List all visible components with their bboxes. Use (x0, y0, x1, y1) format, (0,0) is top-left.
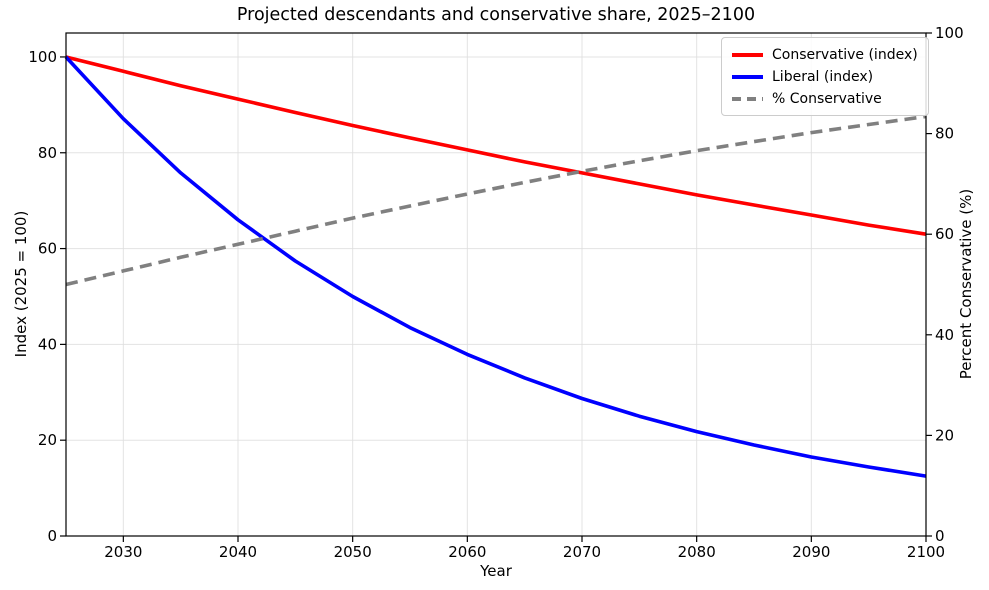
chart-title: Projected descendants and conservative s… (236, 5, 756, 25)
plot-border (65, 32, 927, 537)
x-tick-label: 2080 (678, 543, 716, 561)
y-left-tick-label: 20 (38, 431, 57, 449)
y-left-tick-label: 80 (38, 144, 57, 162)
y-right-tick-label: 0 (935, 527, 945, 545)
legend-item-label: Conservative (index) (772, 46, 918, 63)
series-line-liberal-index (64, 55, 927, 478)
series-line-conservative-index (65, 55, 927, 236)
x-tick-label: 2030 (104, 543, 142, 561)
y-right-tick-label: 20 (935, 426, 954, 444)
series-line-conservative (65, 114, 927, 287)
y-left-tick-label: 60 (38, 240, 57, 258)
legend-item-label: Liberal (index) (772, 68, 874, 85)
legend-line-sample-dashed (732, 96, 763, 101)
x-tick-label: 2050 (334, 543, 372, 561)
legend-item-label: % Conservative (772, 90, 882, 107)
legend-line-sample-solid (732, 74, 763, 79)
x-tick-label: 2060 (448, 543, 486, 561)
x-axis-label: Year (480, 562, 512, 580)
x-tick-label: 2090 (792, 543, 830, 561)
legend-line-sample-solid (732, 52, 763, 57)
y-axis-label-right: Percent Conservative (%) (957, 188, 975, 380)
y-left-tick-label: 100 (28, 48, 57, 66)
legend: Conservative (index) Liberal (index) % Con… (721, 37, 929, 116)
legend-item: Conservative (index) (732, 46, 918, 63)
y-left-tick-label: 40 (38, 335, 57, 353)
y-right-tick-label: 100 (935, 24, 964, 42)
y-axis-label-left: Index (2025 = 100) (12, 210, 30, 358)
y-left-tick-label: 0 (47, 527, 57, 545)
x-tick-label: 2070 (563, 543, 601, 561)
legend-item: Liberal (index) (732, 68, 918, 85)
y-right-tick-label: 80 (935, 125, 954, 143)
x-tick-label: 2100 (907, 543, 945, 561)
y-right-tick-label: 40 (935, 326, 954, 344)
y-right-tick-label: 60 (935, 225, 954, 243)
x-tick-label: 2040 (219, 543, 257, 561)
legend-item: % Conservative (732, 90, 918, 107)
